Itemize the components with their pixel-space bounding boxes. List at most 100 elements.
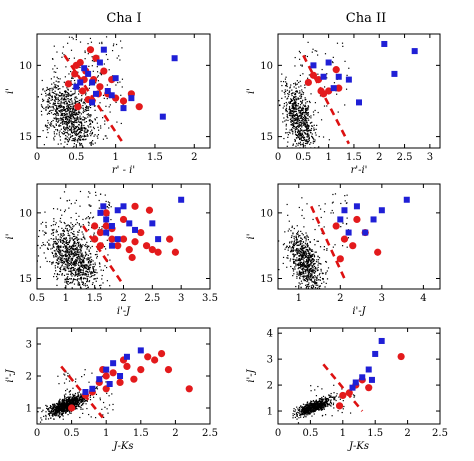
field-star	[85, 400, 87, 402]
field-star	[311, 266, 313, 268]
field-star	[87, 113, 89, 115]
field-star	[98, 207, 100, 209]
field-star	[293, 256, 295, 258]
field-star	[302, 261, 305, 264]
field-star	[79, 289, 80, 290]
field-star	[302, 234, 304, 236]
field-star	[299, 412, 301, 414]
field-star	[63, 128, 66, 130]
field-star	[69, 246, 71, 248]
field-star	[296, 233, 298, 235]
field-star	[66, 246, 68, 248]
field-star	[313, 272, 315, 274]
field-star	[58, 119, 60, 122]
field-star	[66, 258, 68, 260]
field-star	[312, 152, 313, 153]
x-tick-label: 2.5	[144, 293, 160, 304]
field-star	[288, 112, 290, 114]
field-star	[86, 135, 88, 137]
field-star	[55, 120, 57, 122]
field-star	[75, 243, 77, 245]
field-star	[79, 270, 81, 272]
field-star	[323, 292, 324, 293]
field-star	[299, 107, 301, 109]
field-star	[324, 286, 326, 288]
field-star	[309, 267, 312, 270]
field-star	[83, 262, 85, 264]
field-star	[300, 247, 302, 249]
field-star	[76, 130, 78, 132]
field-star	[303, 299, 304, 300]
field-star	[294, 139, 296, 142]
field-star	[291, 117, 294, 119]
field-star	[59, 110, 61, 112]
field-star	[75, 398, 77, 400]
field-star	[285, 108, 287, 110]
field-star	[89, 37, 92, 40]
field-star	[87, 107, 90, 109]
field-star	[332, 246, 334, 248]
field-star	[39, 247, 41, 249]
field-star	[65, 255, 67, 258]
field-star	[299, 117, 301, 119]
field-star	[314, 270, 317, 272]
field-star	[74, 248, 76, 250]
field-star	[301, 247, 304, 249]
field-star	[310, 93, 312, 95]
field-star	[298, 133, 300, 135]
field-star	[346, 202, 348, 204]
field-star	[299, 134, 301, 136]
field-star	[53, 240, 55, 243]
field-star	[68, 122, 70, 124]
field-star	[301, 197, 303, 199]
field-star	[286, 132, 288, 134]
field-star	[292, 97, 294, 100]
field-star	[93, 234, 95, 236]
field-star	[90, 144, 92, 146]
field-star	[52, 208, 55, 210]
field-star	[80, 136, 83, 138]
field-star	[90, 153, 91, 154]
field-star	[72, 399, 74, 401]
field-star	[292, 124, 295, 126]
field-star	[346, 223, 348, 225]
field-star	[65, 225, 67, 227]
field-star	[76, 251, 78, 253]
x-tick-label: 1	[112, 152, 118, 163]
field-star	[306, 278, 308, 281]
field-star	[69, 305, 70, 306]
field-star	[295, 117, 297, 119]
field-star	[296, 114, 298, 116]
blue-square-point	[73, 83, 80, 90]
field-star	[69, 396, 71, 398]
field-star	[85, 266, 87, 268]
field-star	[293, 101, 295, 103]
field-star	[90, 143, 92, 146]
field-star	[71, 223, 74, 226]
field-star	[81, 281, 83, 283]
field-star	[72, 400, 74, 402]
field-star	[90, 141, 93, 143]
field-star	[89, 120, 91, 122]
field-star	[79, 266, 81, 269]
field-star	[85, 403, 87, 405]
field-star	[65, 248, 68, 250]
field-star	[298, 249, 300, 251]
field-star	[306, 291, 307, 292]
field-star	[301, 108, 303, 110]
field-star	[86, 259, 88, 261]
field-star	[73, 118, 75, 120]
field-star	[80, 258, 82, 261]
field-star	[95, 387, 98, 389]
field-star	[80, 398, 82, 400]
field-star	[58, 404, 60, 406]
x-tick-label: 0	[275, 152, 281, 163]
field-star	[300, 132, 302, 135]
field-star	[56, 412, 59, 414]
field-star	[81, 255, 83, 258]
field-star	[53, 76, 55, 78]
field-star	[83, 284, 85, 286]
field-star	[80, 261, 82, 263]
field-star	[64, 287, 66, 289]
field-star	[65, 94, 67, 96]
